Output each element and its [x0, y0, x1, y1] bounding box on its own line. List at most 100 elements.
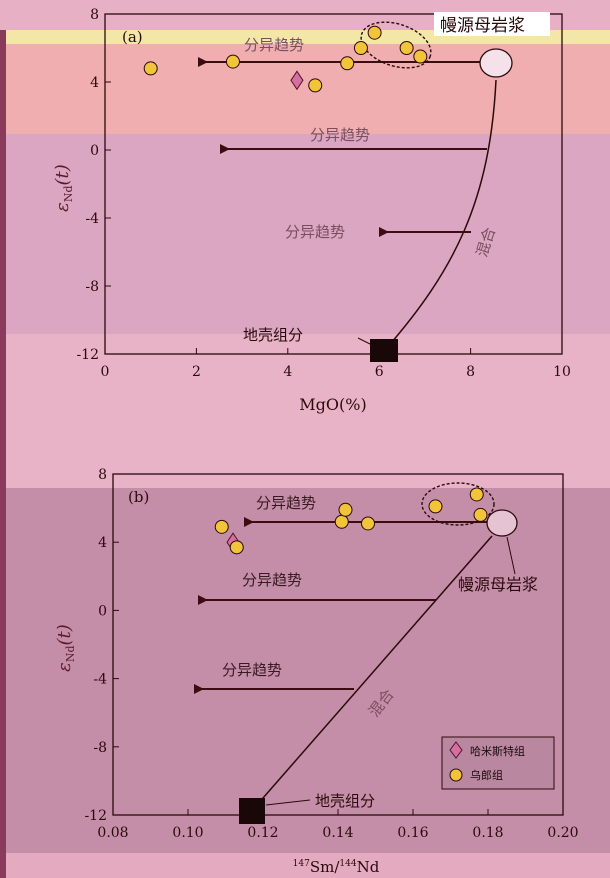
panel-b-y-tick-label: -8	[93, 740, 107, 756]
panel-a-x-ticks: 0 2 4 6 8 10	[101, 348, 571, 380]
panel-a-trend-label-3: 分异趋势	[285, 223, 345, 241]
panel-b-x-tick-label: 0.12	[247, 825, 278, 841]
legend-diamond-marker	[449, 741, 463, 759]
panel-b-y-axis-label: εNd(t)	[54, 624, 77, 672]
svg-text:εNd(t): εNd(t)	[52, 164, 75, 212]
panel-a-mantle-label: 幔源母岩浆	[440, 16, 525, 36]
panel-b-mantle-leader	[506, 536, 516, 575]
legend-label-wulang: 乌郎组	[470, 768, 503, 782]
panel-b-circle-point	[473, 507, 488, 522]
panel-a-y-label-epsilon: ε	[52, 202, 73, 212]
legend-box	[441, 736, 555, 790]
panel-a-y-tick-label: -4	[85, 211, 99, 227]
panel-b-group-ellipse	[421, 482, 495, 526]
panel-a-x-tick-label: 0	[101, 364, 110, 380]
svg-text:εNd(t): εNd(t)	[54, 624, 77, 672]
panel-a-y-label-suffix: (t)	[52, 164, 73, 185]
panel-a-circle-point	[143, 61, 158, 76]
panel-b-y-ticks: -12 -8 -4 0 4 8	[84, 467, 119, 824]
panel-b-trend-label-2: 分异趋势	[242, 571, 302, 589]
panel-a-x-tick-label: 8	[466, 364, 475, 380]
panel-b-trend-label-1: 分异趋势	[256, 494, 316, 512]
panel-a-mixing-curve	[384, 79, 497, 351]
panel-a-circle-point	[308, 78, 323, 93]
legend-circle-marker	[449, 768, 463, 782]
panel-a-x-tick-label: 4	[283, 364, 292, 380]
panel-a-y-tick-label: -12	[76, 347, 99, 363]
panel-a-crust-leader	[357, 337, 373, 346]
panel-a-group-ellipse	[360, 21, 432, 69]
panel-a-plot-frame	[104, 13, 563, 355]
panel-b-crust-square	[239, 798, 265, 824]
panel-b-x-tick-label: 0.20	[547, 825, 578, 841]
background-band-mauve-a	[0, 134, 610, 334]
panel-a-y-tick-label: -8	[85, 279, 99, 295]
panel-a-crust-label: 地壳组分	[243, 326, 303, 344]
panel-b-y-tick-label: 4	[98, 535, 107, 551]
panel-b-x-tick-label: 0.14	[322, 825, 353, 841]
background-band-mauve-b	[0, 488, 610, 853]
panel-b-x-label-part2: Nd	[357, 858, 380, 876]
panel-b-label: (b)	[128, 488, 149, 506]
panel-a-circle-point	[353, 41, 368, 55]
panel-b-crust-label: 地壳组分	[315, 792, 375, 810]
legend-label-hamisite: 哈米斯特组	[470, 744, 525, 758]
panel-a-trend-label-1: 分异趋势	[244, 36, 304, 54]
panel-b-mixing-line	[255, 535, 493, 807]
panel-a-x-tick-label: 10	[553, 364, 571, 380]
panel-b-y-label-suffix: (t)	[54, 624, 75, 645]
panel-a-mantle-ellipse	[479, 48, 513, 78]
panel-b-x-tick-label: 0.08	[97, 825, 128, 841]
panel-b-points	[214, 487, 488, 555]
panel-a-circle-point	[340, 56, 355, 71]
panel-b-circle-point	[334, 514, 349, 529]
panel-a-circle-point	[399, 41, 414, 55]
panel-a-mantle-label-bg	[434, 12, 550, 36]
panel-a-x-tick-label: 2	[192, 364, 201, 380]
panel-b-circle-point	[214, 519, 229, 534]
panel-a-trend-label-2: 分异趋势	[310, 126, 370, 144]
panel-a-label: (a)	[122, 28, 143, 46]
panel-b-x-tick-label: 0.10	[172, 825, 203, 841]
background-band-pink	[0, 334, 610, 488]
panel-a-x-tick-label: 6	[375, 364, 384, 380]
panel-b-circle-point	[428, 499, 443, 514]
panel-b-circle-point	[338, 502, 353, 517]
panel-b-y-tick-label: 0	[98, 603, 107, 619]
panel-b-circle-point	[469, 487, 484, 502]
panel-b-legend: 哈米斯特组 乌郎组	[441, 736, 555, 790]
panel-b-mixing-label: 混合	[365, 686, 398, 721]
panel-a-circle-point	[225, 54, 240, 69]
panel-a-points	[143, 25, 428, 93]
panel-b-circle-point	[361, 516, 375, 531]
panel-b-x-label-sup1: 147	[293, 859, 310, 869]
background-band-pink-bottom	[0, 853, 610, 878]
left-edge-bar	[0, 30, 6, 878]
panel-a-y-axis-label: εNd(t)	[52, 164, 75, 212]
panel-a-circle-point	[413, 49, 428, 64]
panel-b-crust-leader	[265, 799, 311, 806]
panel-b-y-label-sub: Nd	[64, 645, 77, 662]
panel-b-x-axis-label: 147Sm/144Nd	[293, 858, 380, 876]
panel-a-diamond-point	[290, 70, 304, 91]
panel-b-y-tick-label: -4	[93, 672, 107, 688]
panel-b-x-label-sup2: 144	[339, 859, 356, 869]
panel-b-circle-point	[229, 540, 244, 555]
panel-a-y-label-sub: Nd	[62, 185, 75, 202]
panel-b-y-label-epsilon: ε	[54, 662, 75, 672]
panel-a-x-axis-label: MgO(%)	[299, 395, 366, 414]
panel-a-mixing-label: 混合	[473, 225, 499, 259]
panel-b-x-label-part1: Sm/	[310, 858, 340, 876]
panel-a-circle-point	[367, 25, 382, 40]
panel-b-x-tick-label: 0.18	[472, 825, 503, 841]
panel-b-trend-label-3: 分异趋势	[222, 661, 282, 679]
panel-b-y-tick-label: -12	[84, 808, 107, 824]
panel-a-y-tick-label: 4	[90, 75, 99, 91]
panel-a-y-tick-label: 0	[90, 143, 99, 159]
panel-b-x-tick-label: 0.16	[397, 825, 428, 841]
panel-b-x-ticks: 0.08 0.10 0.12 0.14 0.16 0.18 0.20	[97, 809, 579, 841]
panel-b-mantle-label: 幔源母岩浆	[458, 575, 538, 594]
panel-b-mantle-ellipse	[486, 509, 518, 537]
